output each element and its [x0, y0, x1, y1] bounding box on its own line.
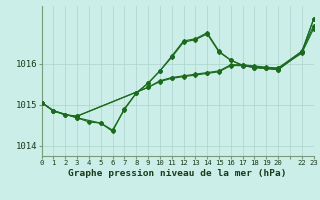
X-axis label: Graphe pression niveau de la mer (hPa): Graphe pression niveau de la mer (hPa) — [68, 169, 287, 178]
